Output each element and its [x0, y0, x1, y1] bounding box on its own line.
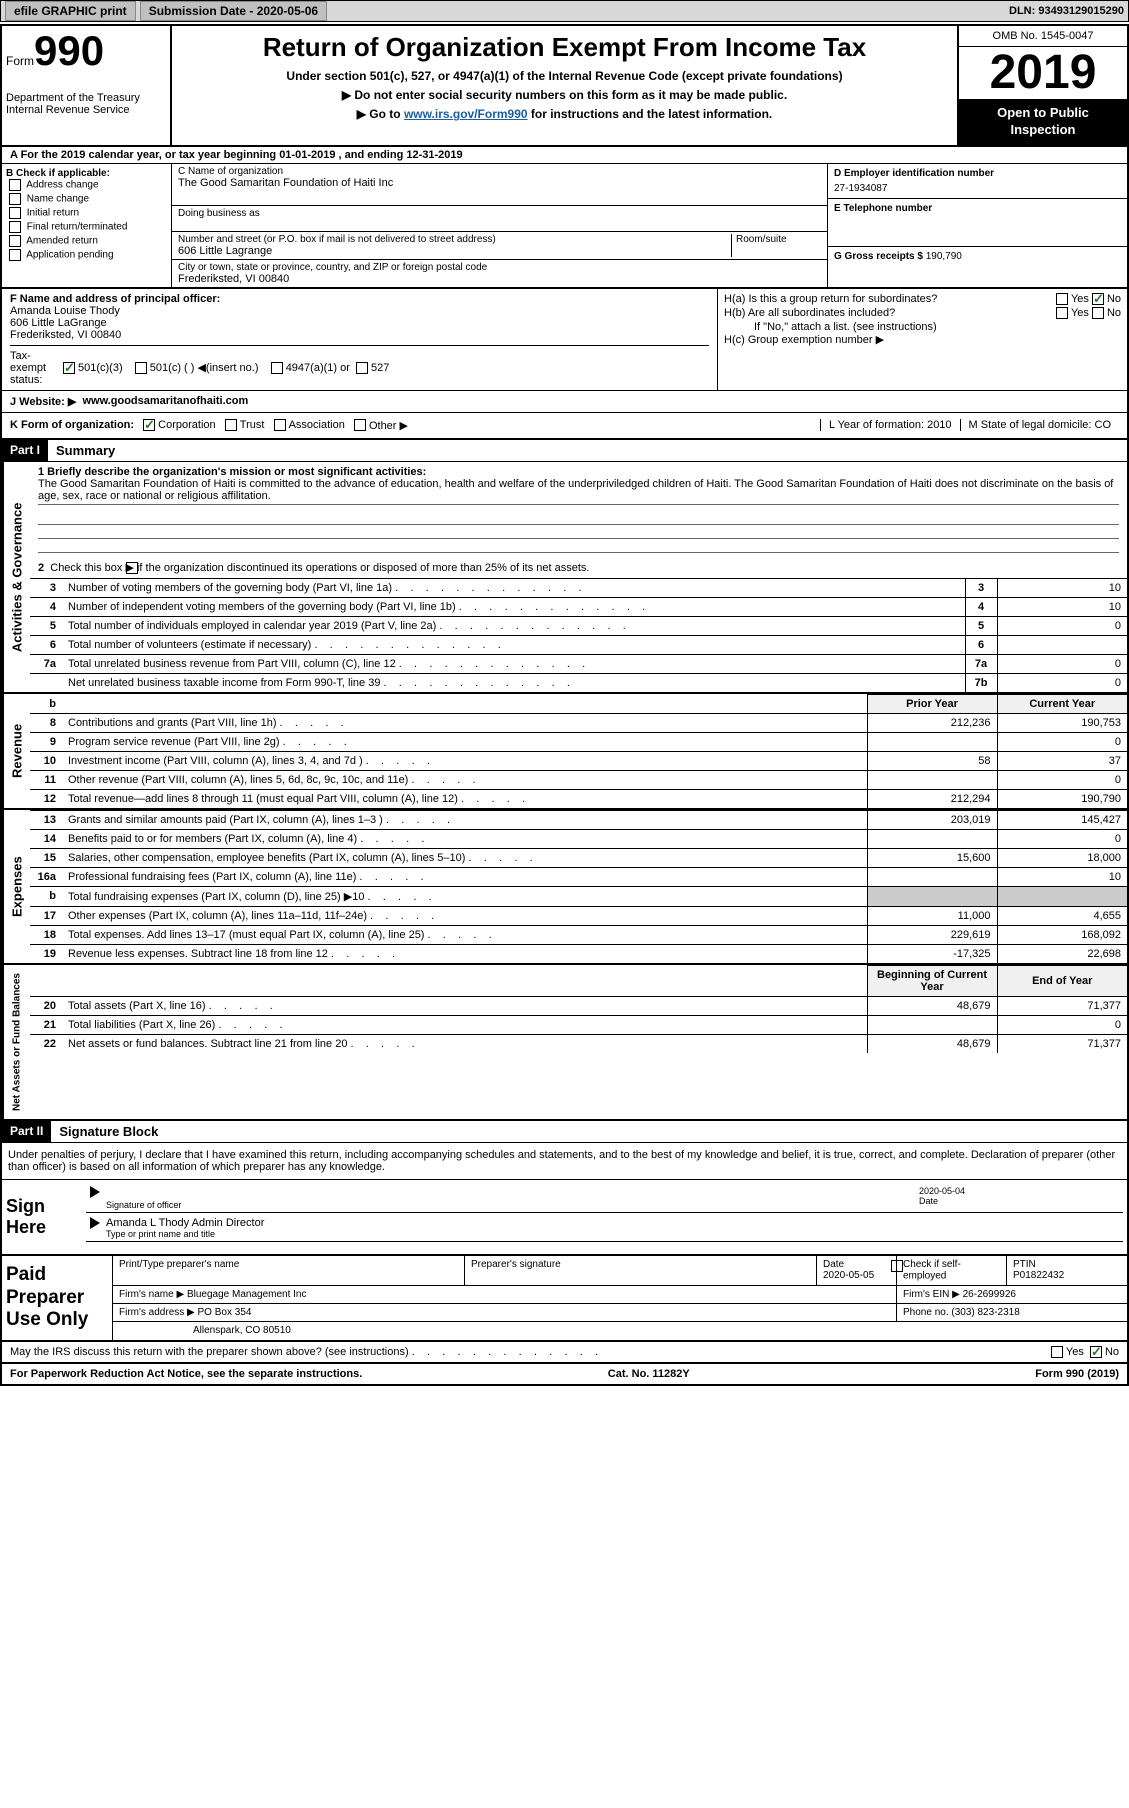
- col-right: D Employer identification number27-19340…: [827, 164, 1127, 287]
- city: Frederiksted, VI 00840: [178, 273, 289, 285]
- chk-discontinued[interactable]: [126, 562, 138, 574]
- topbar: efile GRAPHIC print Submission Date - 20…: [0, 0, 1129, 22]
- chk-trust[interactable]: [225, 419, 237, 431]
- vtab-ag: Activities & Governance: [2, 462, 30, 692]
- revenue: Revenue bPrior YearCurrent Year 8Contrib…: [2, 694, 1127, 810]
- row-j: J Website: ▶ www.goodsamaritanofhaiti.co…: [2, 391, 1127, 413]
- form-number: 990: [34, 30, 104, 72]
- sign-here: Sign Here Signature of officer2020-05-04…: [2, 1180, 1127, 1256]
- part1-header: Part ISummary: [2, 440, 1127, 462]
- chk-amended[interactable]: [9, 235, 21, 247]
- discuss-no[interactable]: [1090, 1346, 1102, 1358]
- state-domicile: M State of legal domicile: CO: [960, 419, 1119, 431]
- prep-date: 2020-05-05: [823, 1270, 874, 1281]
- chk-4947[interactable]: [271, 362, 283, 374]
- ha-yes[interactable]: [1056, 293, 1068, 305]
- hb-no[interactable]: [1092, 307, 1104, 319]
- vtab-rev: Revenue: [2, 694, 30, 808]
- address: 606 Little Lagrange: [178, 245, 272, 257]
- chk-other[interactable]: [354, 419, 366, 431]
- subtitle-3: ▶ Go to www.irs.gov/Form990 for instruct…: [178, 105, 951, 124]
- firm-phone: (303) 823-2318: [951, 1307, 1019, 1318]
- vtab-na: Net Assets or Fund Balances: [2, 965, 30, 1119]
- row-k: K Form of organization: Corporation Trus…: [2, 413, 1127, 440]
- chk-assoc[interactable]: [274, 419, 286, 431]
- activities-governance: Activities & Governance 1 Briefly descri…: [2, 462, 1127, 694]
- dln: DLN: 93493129015290: [1009, 5, 1124, 17]
- firm-ein: 26-2699926: [963, 1289, 1016, 1300]
- chk-name[interactable]: [9, 193, 21, 205]
- vtab-exp: Expenses: [2, 810, 30, 963]
- paid-preparer: Paid Preparer Use Only Print/Type prepar…: [2, 1256, 1127, 1342]
- chk-501c3[interactable]: [63, 362, 75, 374]
- chk-address[interactable]: [9, 179, 21, 191]
- row-a: A For the 2019 calendar year, or tax yea…: [2, 147, 1127, 164]
- efile-btn[interactable]: efile GRAPHIC print: [5, 1, 136, 21]
- subtitle-1: Under section 501(c), 527, or 4947(a)(1)…: [178, 67, 951, 86]
- signer-name: Amanda L Thody Admin Director: [106, 1217, 264, 1229]
- irs-link[interactable]: www.irs.gov/Form990: [404, 107, 528, 121]
- ein: 27-1934087: [834, 183, 887, 194]
- ptin: P01822432: [1013, 1270, 1064, 1281]
- firm-name: Bluegage Management Inc: [187, 1289, 307, 1300]
- firm-addr: PO Box 354: [198, 1307, 252, 1318]
- box-b: B Check if applicable: Address change Na…: [2, 164, 172, 287]
- ha-no[interactable]: [1092, 293, 1104, 305]
- declaration: Under penalties of perjury, I declare th…: [2, 1143, 1127, 1180]
- header: Form990 Department of the Treasury Inter…: [2, 26, 1127, 147]
- website: www.goodsamaritanofhaiti.com: [82, 395, 248, 408]
- section-fij: F Name and address of principal officer:…: [2, 289, 1127, 391]
- discuss-row: May the IRS discuss this return with the…: [2, 1342, 1127, 1364]
- form-word: Form: [6, 54, 34, 68]
- main-title: Return of Organization Exempt From Incom…: [178, 32, 951, 63]
- subtitle-2: ▶ Do not enter social security numbers o…: [178, 86, 951, 105]
- officer-name: Amanda Louise Thody: [10, 305, 120, 317]
- discuss-yes[interactable]: [1051, 1346, 1063, 1358]
- gross-receipts: 190,790: [926, 251, 962, 262]
- net-assets: Net Assets or Fund Balances Beginning of…: [2, 965, 1127, 1121]
- chk-527[interactable]: [356, 362, 368, 374]
- sig-date: 2020-05-04: [919, 1186, 965, 1196]
- section-bc: B Check if applicable: Address change Na…: [2, 164, 1127, 289]
- org-name: The Good Samaritan Foundation of Haiti I…: [178, 177, 393, 189]
- footer: For Paperwork Reduction Act Notice, see …: [2, 1364, 1127, 1384]
- year-formation: L Year of formation: 2010: [820, 419, 960, 431]
- chk-501c[interactable]: [135, 362, 147, 374]
- chk-final[interactable]: [9, 221, 21, 233]
- expenses: Expenses 13Grants and similar amounts pa…: [2, 810, 1127, 965]
- arrow-icon: [90, 1217, 100, 1229]
- chk-corp[interactable]: [143, 419, 155, 431]
- omb: OMB No. 1545-0047: [959, 26, 1127, 47]
- dept: Department of the Treasury Internal Reve…: [6, 92, 166, 116]
- form-990: Form990 Department of the Treasury Inter…: [0, 24, 1129, 1386]
- hb-yes[interactable]: [1056, 307, 1068, 319]
- chk-pending[interactable]: [9, 249, 21, 261]
- tax-year: 2019: [959, 47, 1127, 99]
- inspection: Open to Public Inspection: [959, 99, 1127, 145]
- chk-self-employed[interactable]: [891, 1260, 903, 1272]
- subdate-btn[interactable]: Submission Date - 2020-05-06: [140, 1, 327, 21]
- chk-initial[interactable]: [9, 207, 21, 219]
- arrow-icon: [90, 1186, 100, 1198]
- mission: The Good Samaritan Foundation of Haiti i…: [38, 478, 1119, 505]
- box-c: C Name of organizationThe Good Samaritan…: [172, 164, 827, 287]
- part2-header: Part IISignature Block: [2, 1121, 1127, 1143]
